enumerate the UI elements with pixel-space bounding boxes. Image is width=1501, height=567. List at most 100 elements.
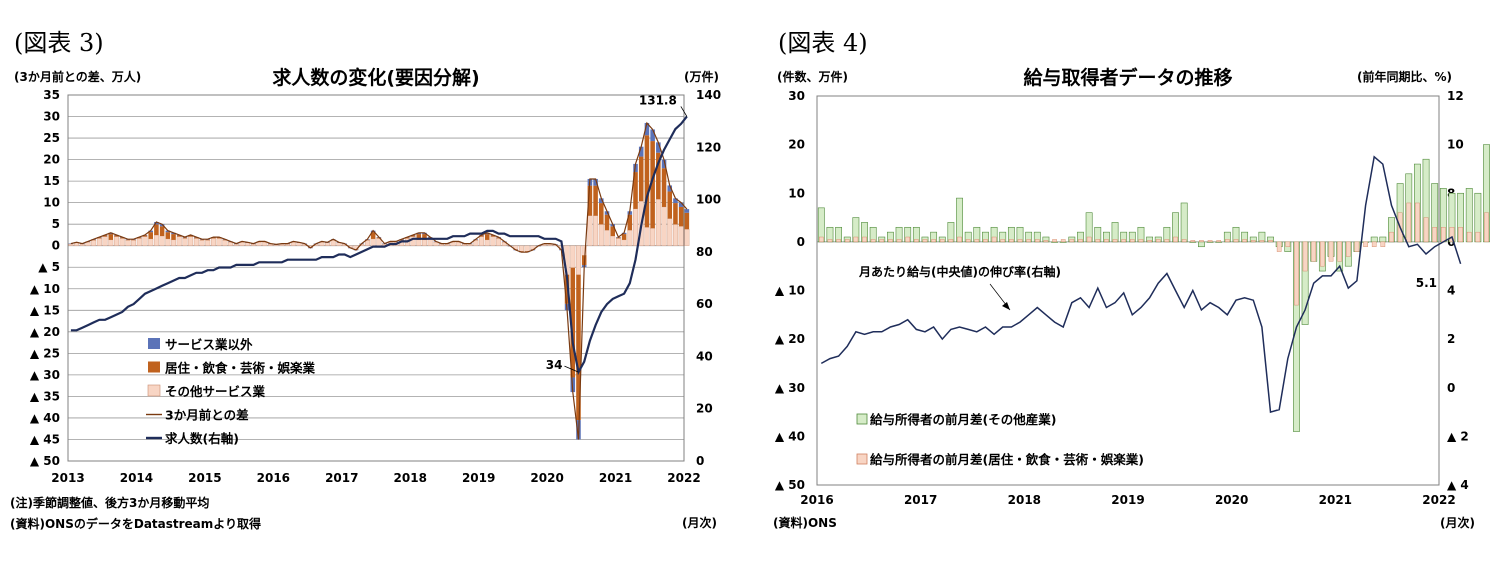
figure-3-bar-segment [176, 236, 182, 246]
figure-4-wage-line [820, 155, 1462, 414]
figure-3-bar-segment [638, 156, 644, 202]
figure-4-bar-hospitality [827, 239, 833, 243]
figure-3-bar-segment [627, 214, 633, 231]
figure-4-bar-other [1379, 236, 1387, 243]
figure-3-left-tick-label: ▲ 45 [30, 432, 60, 446]
figure-3-bar-segment [650, 228, 656, 246]
figure-3-bar-segment [524, 251, 530, 252]
figure-3-bar-segment [188, 235, 193, 237]
figure-3-bar-segment [667, 185, 673, 192]
figure-3-bar-segment [524, 245, 530, 252]
figure-4-bar-other [1370, 236, 1378, 243]
figure-3-x-tick-label: 2013 [51, 471, 84, 485]
figure-4-bar-hospitality [1441, 227, 1446, 243]
figure-4-bar-hospitality [1311, 241, 1317, 262]
figure-3-bar-segment [165, 232, 171, 239]
figure-3-bar-segment [108, 239, 114, 246]
figure-3-bar-segment [490, 235, 496, 237]
figure-4-bar-hospitality [1009, 239, 1014, 243]
figure-4-bar-hospitality [870, 239, 876, 243]
figure-4-right-tick-label: 2 [1447, 332, 1455, 346]
figure-3-left-tick-label: ▲ 50 [30, 454, 60, 468]
figure-3-bar-segment [678, 226, 684, 246]
figure-4-right-tick-label: ▲ 2 [1447, 429, 1469, 443]
figure-3-right-tick-label: 0 [696, 454, 704, 468]
figure-4-bar-hospitality [888, 239, 893, 243]
figure-3-bar-segment [405, 237, 410, 239]
figure-4-legend-label: 給与所得者の前月差(その他産業) [870, 412, 1056, 427]
figure-3-bar-segment [376, 237, 382, 239]
figure-3-bar-segment [616, 237, 621, 239]
figure-3-bar-segment [627, 230, 633, 246]
figure-3-bar-segment [102, 236, 108, 246]
figure-3-bar-segment [102, 235, 108, 237]
figure-3-bar-segment [656, 152, 661, 200]
figure-3-x-tick-label: 2017 [325, 471, 358, 485]
figure-4-legend-swatch [856, 413, 868, 425]
figure-3-bar-segment [370, 238, 376, 246]
figure-3-bar-segment [644, 135, 650, 228]
figure-4-bar-hospitality [983, 239, 988, 243]
figure-3-bar-segment [96, 238, 102, 246]
figure-3-bar-segment [416, 239, 422, 246]
figure-4-right-tick-label: 12 [1447, 89, 1464, 103]
figure-3-right-tick-label: 100 [696, 193, 721, 207]
figure-3-left-tick-label: ▲ 20 [30, 325, 60, 339]
figure-4-bar-hospitality [939, 239, 945, 243]
figure-3-bar-segment [484, 234, 490, 240]
figure-4-bar-hospitality [1060, 239, 1066, 243]
figure-3-legend-label: 求人数(右軸) [165, 431, 239, 446]
figure-3-legend-swatch [148, 338, 160, 349]
figure-3-left-tick-label: 15 [43, 174, 60, 188]
figure-4-bar-hospitality [1095, 239, 1101, 243]
figure-3-bar-segment [182, 237, 188, 239]
figure-4-bar-hospitality [1216, 240, 1222, 243]
figure-4-left-unit: (件数、万件) [777, 69, 848, 84]
figure-3-x-tick-label: 2015 [188, 471, 221, 485]
figure-3-annotation-min: 34 [546, 358, 563, 372]
figure-3-right-tick-label: 60 [696, 297, 713, 311]
figure-4-x-tick-label: 2022 [1422, 493, 1455, 507]
figure-3-legend-label: その他サービス業 [165, 384, 266, 399]
figure-3-x-tick-label: 2020 [530, 471, 563, 485]
figure-3-bar-segment [211, 237, 216, 239]
figure-4-bar-hospitality [1242, 239, 1247, 243]
figure-3-left-tick-label: ▲ 10 [30, 282, 60, 296]
figure-3-bar-segment [91, 240, 97, 246]
figure-4-bar-hospitality [1466, 231, 1472, 243]
figure-4-bar-other [1198, 241, 1205, 248]
figure-3-bar-segment [416, 234, 422, 240]
figure-4-bar-hospitality [1207, 240, 1213, 243]
figure-4-bar-hospitality [1250, 240, 1256, 243]
figure-3-bar-segment [667, 191, 673, 219]
figure-4-bar-hospitality [1320, 241, 1325, 267]
figure-4-bar-hospitality [1294, 241, 1299, 306]
figure-4-annotation-arrowhead [1002, 302, 1010, 310]
figure-3-bar-segment [587, 185, 593, 216]
figure-3-bar-segment [678, 202, 684, 207]
figure-3-bar-segment [673, 198, 678, 204]
figure-4-legend-swatch [856, 453, 868, 465]
figure-4-bar-hospitality [1345, 241, 1351, 257]
figure-4-bar-other [956, 197, 963, 243]
figure-4-bar-hospitality [1268, 240, 1273, 243]
figure-3-left-tick-label: ▲ 35 [30, 389, 60, 403]
figure-4-x-tick-label: 2016 [800, 493, 833, 507]
figure-4-left-tick-label: ▲ 10 [775, 284, 805, 298]
figure-4-bar-hospitality [819, 236, 824, 243]
figure-3-bar-segment [142, 235, 148, 237]
figure-4-left-tick-label: ▲ 40 [775, 429, 805, 443]
figure-3-bar-segment [136, 238, 142, 246]
figure-4-bar-hospitality [1371, 241, 1377, 247]
figure-4-x-tick-label: 2020 [1215, 493, 1248, 507]
figure-4-bar-other [1111, 222, 1119, 243]
figure-3-annotation-leader [680, 106, 688, 117]
figure-3-bar-segment [108, 234, 114, 240]
figure-4-bar-hospitality [1233, 239, 1239, 243]
figure-3-right-tick-label: 40 [696, 349, 713, 363]
figure-3-bar-segment [205, 240, 211, 246]
figure-3-label: (図表 3) [14, 29, 104, 57]
figure-4-bar-hospitality [1086, 236, 1092, 243]
figure-3-bar-segment [216, 237, 222, 239]
figure-3-bar-segment [399, 239, 404, 241]
